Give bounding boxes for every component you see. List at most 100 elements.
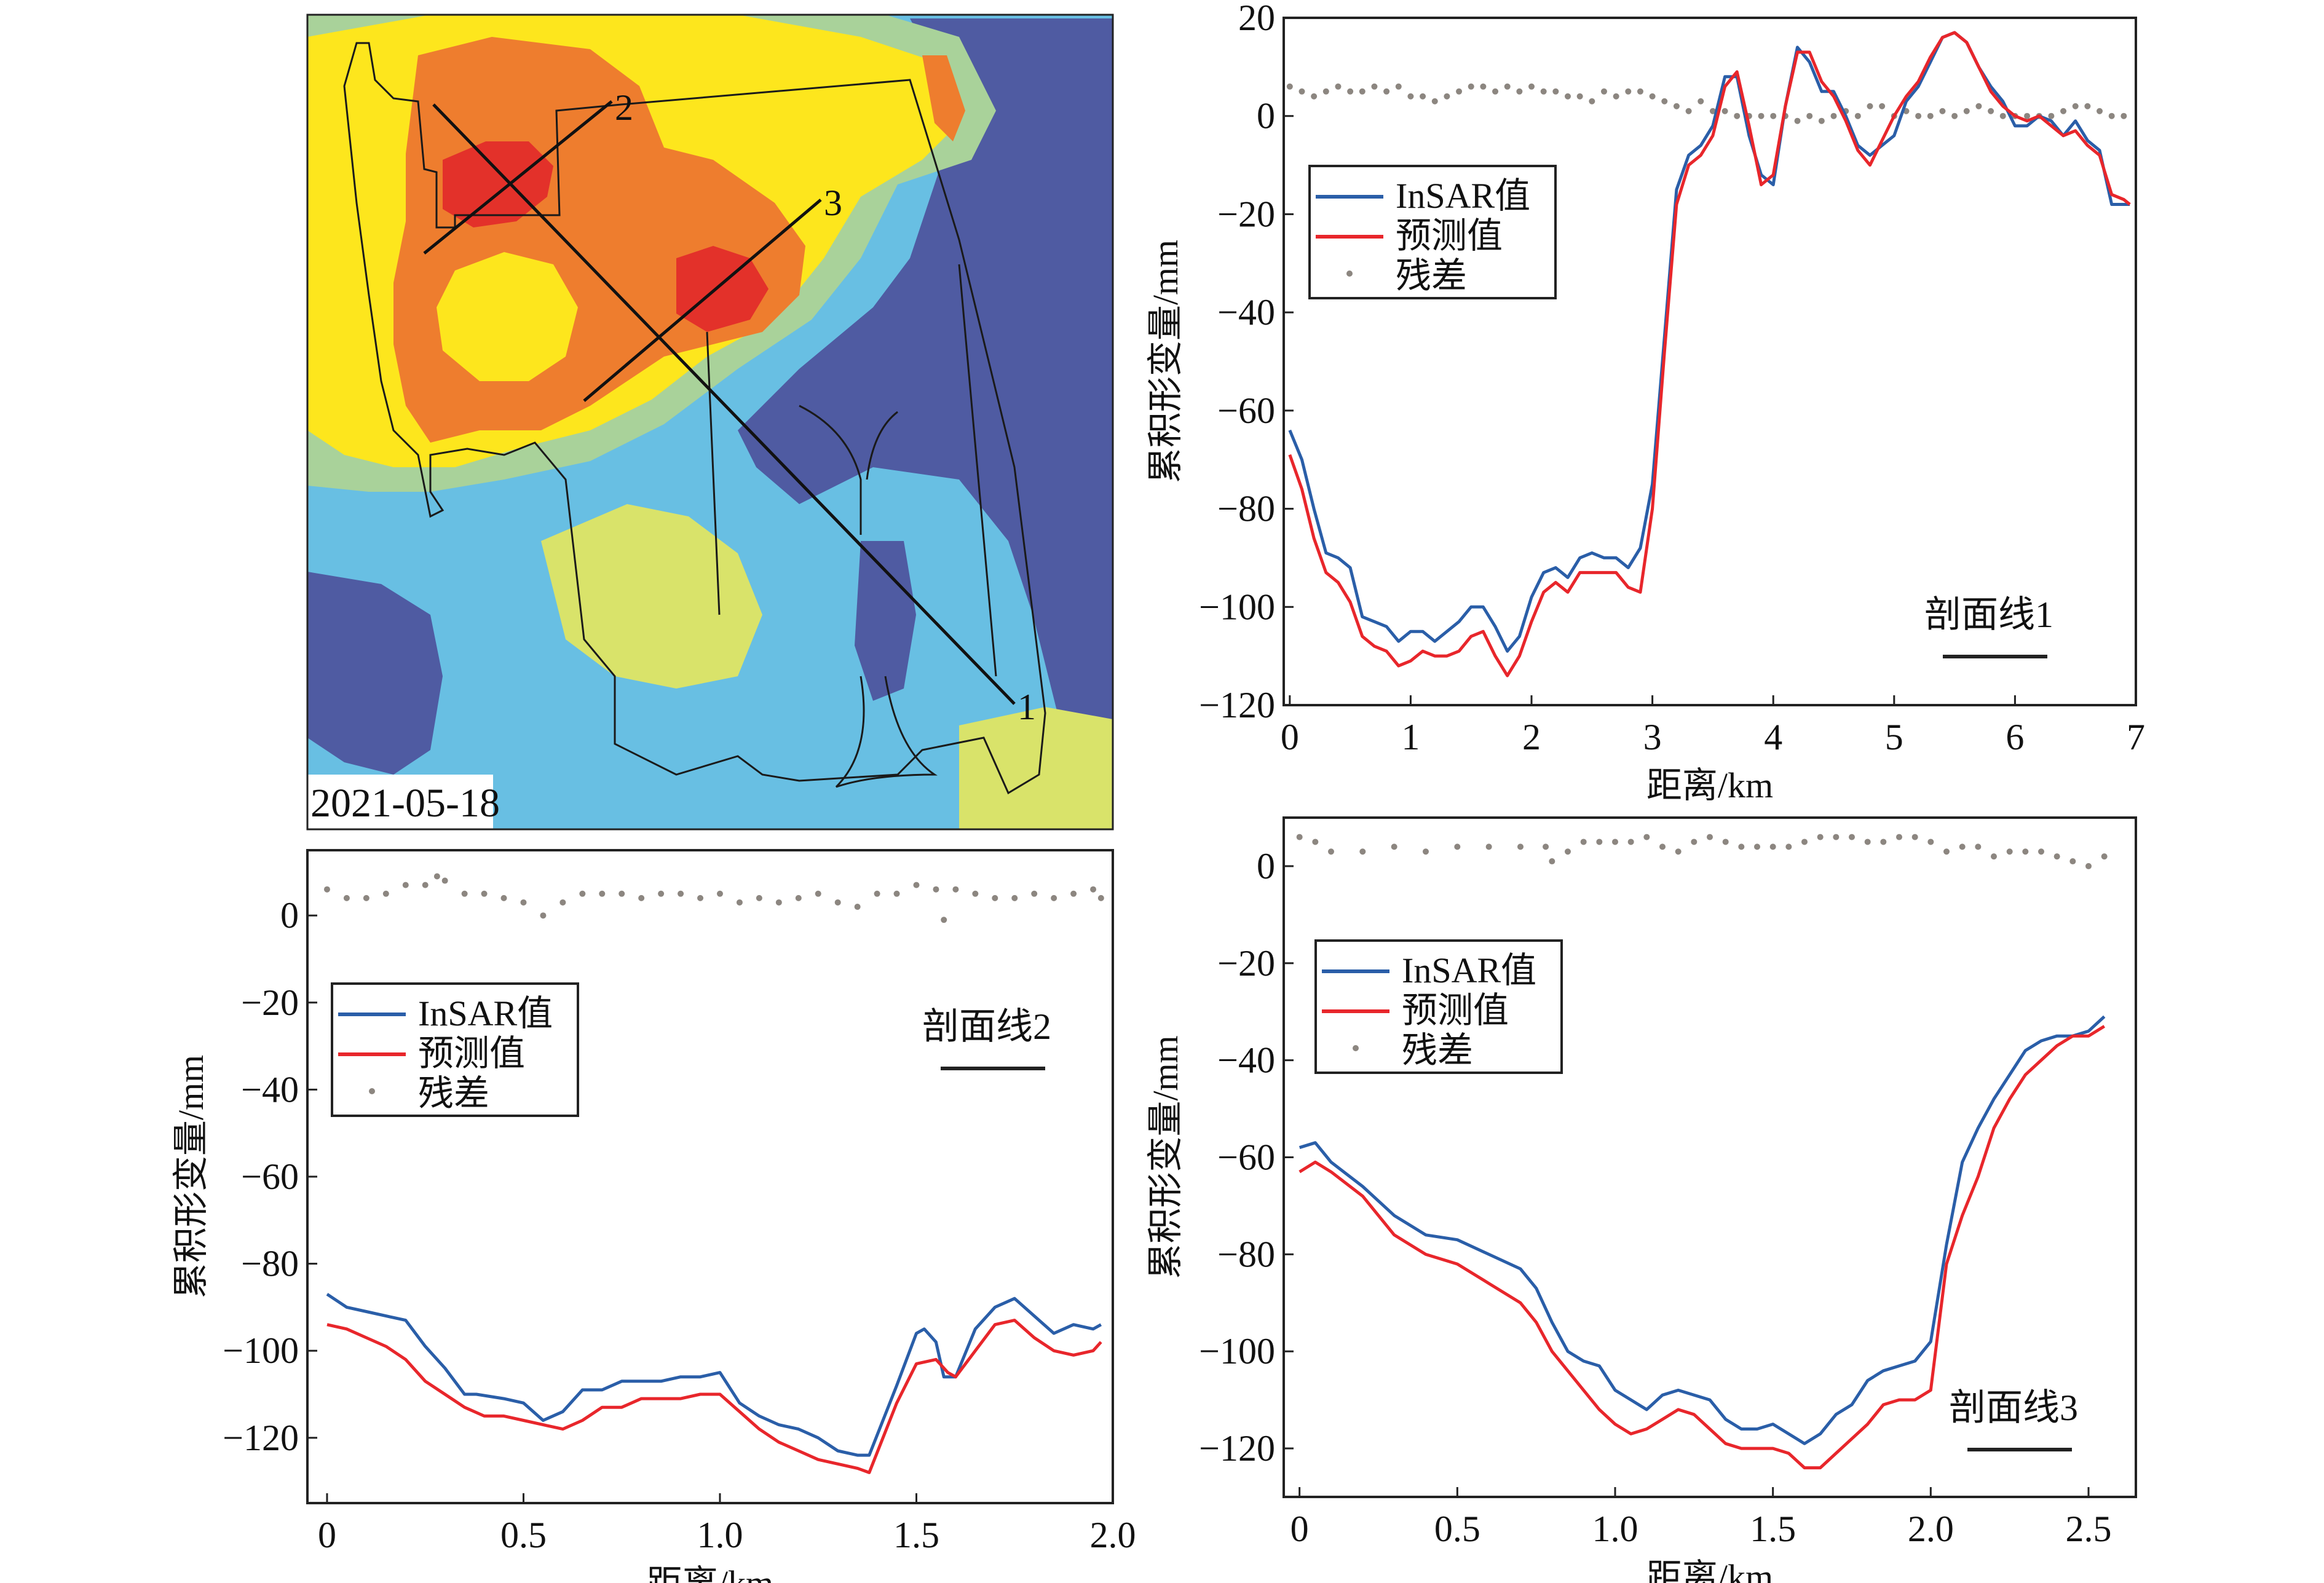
residual-point [1335,83,1342,90]
profile-title: 剖面线2 [922,1006,1051,1047]
residual-point [323,886,330,893]
airport-outline [343,42,1046,795]
residual-point [716,890,723,897]
residual-point [1959,843,1966,850]
y-tick-label: −40 [241,1069,299,1110]
x-tick-label: 1 [1401,717,1420,757]
residual-point [1649,93,1656,100]
residual-point [1673,103,1680,109]
profile-chart-3: 0 −20 −40 −60 −80 −100 −120 0 0.5 1.0 1.5 2.0 2.5 距离/… [1145,816,2137,1583]
residual-point [433,873,440,880]
residual-point [1911,834,1918,840]
residual-point [2084,103,2091,109]
profile-lines [423,100,1016,705]
residual-point [2120,113,2127,119]
legend-label-resid: 残差 [1396,256,1467,296]
residual-point [1758,113,1765,119]
residual-point [402,882,409,888]
residual-point [1420,93,1426,100]
residual-point [1552,88,1559,95]
residual-point [1359,88,1366,95]
residual-point [1312,839,1319,845]
residual-point [1576,93,1583,100]
residual-point [1625,88,1632,95]
y-tick-label: 0 [1257,96,1275,136]
y-axis-label: 累积形变量/mm [171,1055,211,1298]
residual-point [1454,843,1461,850]
residual-point [1991,853,1997,860]
residual-point [638,894,645,901]
residual-point [1738,843,1745,850]
residual-point [540,912,547,919]
residual-point [2053,853,2060,860]
residual-point [382,890,389,897]
residual-point [1880,839,1887,845]
residual-point [1328,848,1334,855]
residual-point [834,899,841,906]
residual-point [1721,108,1728,114]
x-tick-label: 6 [2006,717,2024,757]
residual-point [941,917,947,923]
x-tick-label: 2.0 [1090,1515,1136,1555]
residual-point [1347,88,1354,95]
y-tick-label: −20 [1217,194,1275,234]
date-label-box [307,775,493,829]
map-region-paleyellow-southeast [959,707,1113,829]
legend-label-insar: InSAR值 [1402,950,1536,990]
deformation-map [307,15,1113,829]
profile-line-3 [583,199,822,402]
taxiway-line-b [958,264,997,677]
map-region-navy-southwest [307,572,443,775]
residual-point [1785,843,1792,850]
residual-point [1864,839,1871,845]
map-region-paleyellow-south [541,504,762,689]
x-tick-label: 7 [2127,717,2145,757]
plot-frame [1283,816,2137,1498]
residual-point [363,894,370,901]
residual-point [1849,834,1855,840]
residual-point [1770,113,1777,119]
y-tick-label: −120 [223,1418,299,1458]
residual-point [1707,834,1713,840]
residual-point [1879,103,1886,109]
residual-point [1927,113,1934,119]
residual-point [2108,113,2115,119]
x-tick-label: 1.5 [893,1515,939,1555]
residual-point [736,899,743,906]
residual-point [1896,834,1902,840]
y-tick-label: 0 [1257,846,1275,886]
map-frame [306,14,1114,831]
profile-title: 剖面线3 [1949,1388,2078,1428]
residual-point [1975,103,1982,109]
residual-point [1391,843,1397,850]
x-tick-label: 1.5 [1750,1509,1796,1549]
date-label: 2021-05-18 [310,781,500,826]
residual-point [1580,839,1587,845]
insar-line [1288,31,2130,653]
residual-point [1975,843,1982,850]
y-tick-label: −100 [1199,586,1275,627]
legend-label-resid: 残差 [418,1073,489,1113]
residual-point [422,882,429,888]
residual-point [1407,93,1414,100]
residual-point [1600,88,1607,95]
residual-point [992,894,998,901]
residual-point [1359,848,1366,855]
residual-point [1051,894,1057,901]
residual-point [1322,88,1329,95]
residual-point [2072,103,2079,109]
residual-point [1854,113,1861,119]
residual-point [1637,88,1643,95]
residual-point [952,886,959,893]
x-axis-label: 距离/km [1646,1557,1773,1583]
legend-resid-swatch [369,1088,375,1094]
y-tick-label: −100 [1199,1331,1275,1372]
residual-point [1423,848,1429,855]
residual-point [1709,108,1716,114]
residual-point [1659,843,1666,850]
residual-point [1988,108,1994,114]
residual-point [1296,834,1303,840]
residual-point [972,890,979,897]
